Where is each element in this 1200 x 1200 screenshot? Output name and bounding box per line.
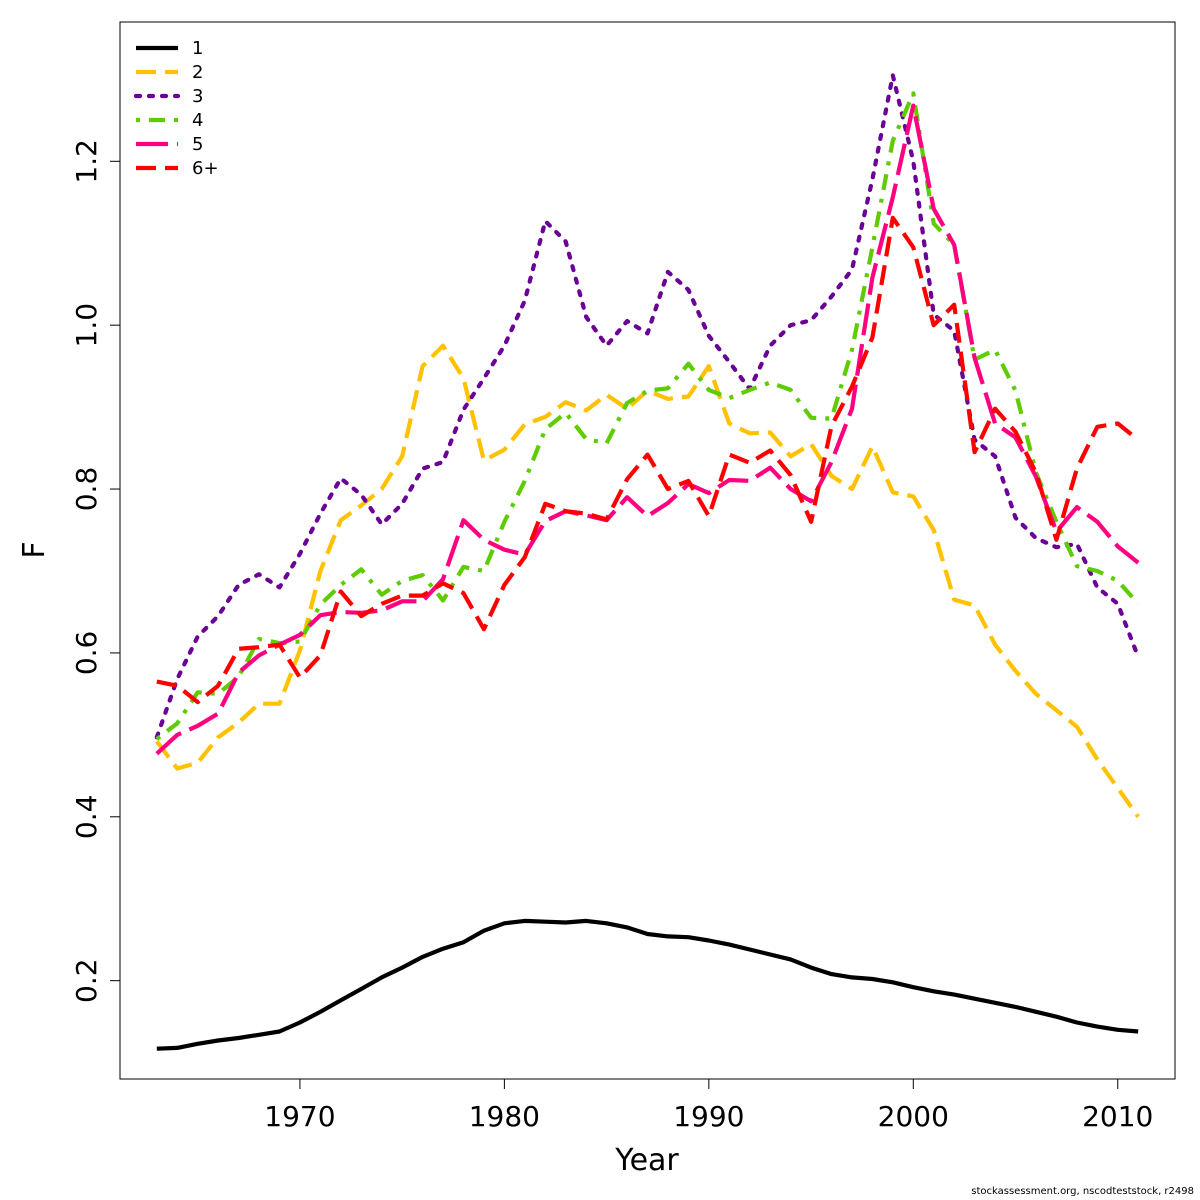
x-tick-label: 2010	[1082, 1100, 1153, 1133]
series-line-1	[156, 918, 1139, 1051]
legend-label-4: 4	[192, 110, 203, 131]
y-tick-label: 0.8	[70, 467, 103, 512]
x-axis: 1970 1980 1990 2000 2010	[264, 1079, 1153, 1133]
x-axis-label: Year	[614, 1143, 679, 1178]
credit-text: stockassessment.org, nscodteststock, r24…	[971, 1186, 1194, 1197]
plot-frame	[119, 21, 1176, 1080]
legend-label-5: 5	[192, 134, 203, 155]
series-layer	[154, 73, 1141, 1051]
x-tick-label: 1990	[673, 1100, 744, 1133]
legend-label-6: 6+	[192, 158, 219, 179]
x-tick-label: 1970	[264, 1100, 335, 1133]
y-axis: 0.2 0.4 0.6 0.8 1.0 1.2	[70, 139, 120, 1003]
y-tick-label: 0.6	[70, 631, 103, 676]
legend: 1 2 3 4 5 6+	[133, 38, 219, 179]
y-tick-label: 0.4	[70, 795, 103, 840]
legend-label-2: 2	[192, 62, 203, 83]
legend-label-3: 3	[192, 86, 203, 107]
y-tick-label: 0.2	[70, 958, 103, 1003]
series-line-5	[155, 103, 1140, 756]
series-line-2	[155, 343, 1140, 819]
series-line-6	[156, 215, 1140, 705]
legend-label-1: 1	[192, 38, 203, 59]
y-tick-label: 1.0	[70, 303, 103, 348]
y-tick-label: 1.2	[70, 139, 103, 184]
y-axis-label: F	[17, 541, 52, 558]
x-tick-label: 1980	[469, 1100, 540, 1133]
x-tick-label: 2000	[878, 1100, 949, 1133]
